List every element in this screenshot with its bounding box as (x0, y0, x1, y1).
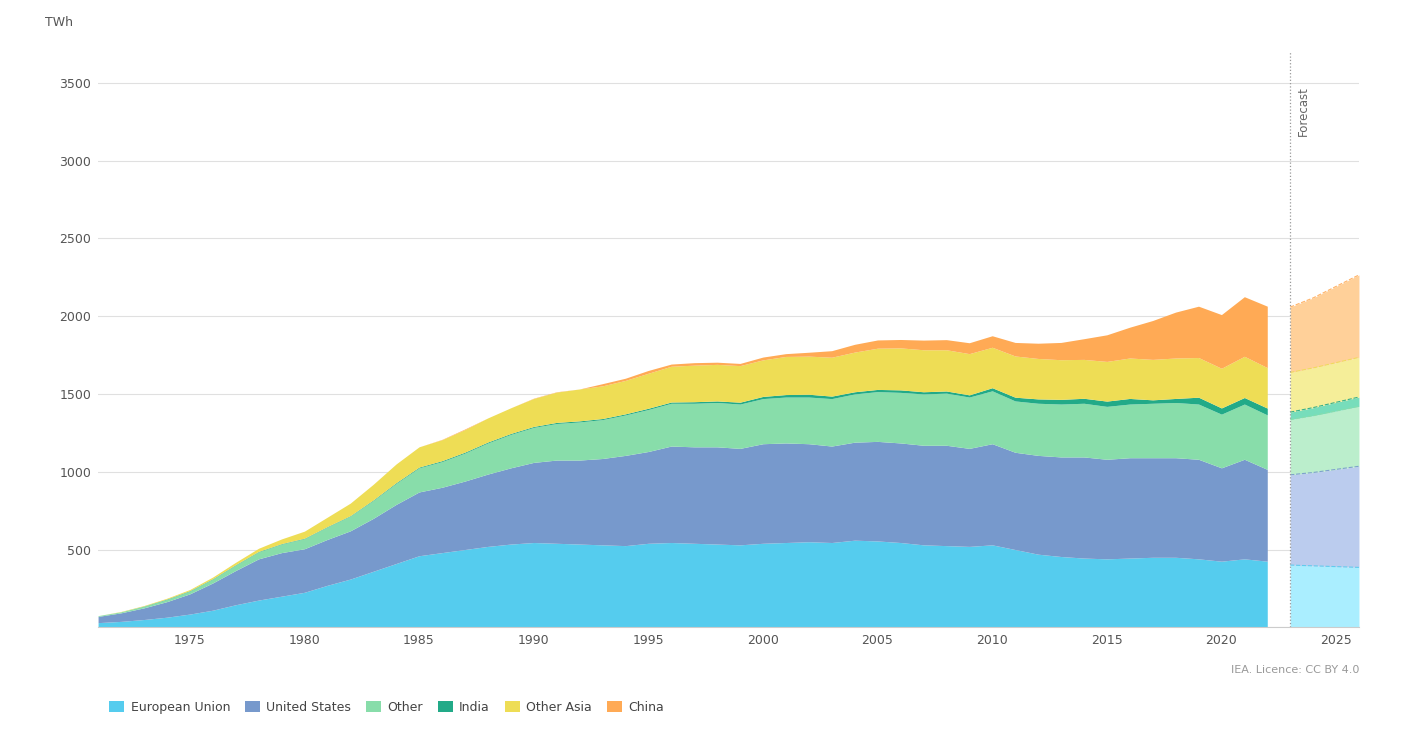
Legend: European Union, United States, Other, India, Other Asia, China: European Union, United States, Other, In… (104, 696, 668, 719)
Text: Forecast: Forecast (1297, 86, 1310, 136)
Text: IEA. Licence: CC BY 4.0: IEA. Licence: CC BY 4.0 (1230, 665, 1359, 675)
Text: TWh: TWh (45, 15, 73, 29)
